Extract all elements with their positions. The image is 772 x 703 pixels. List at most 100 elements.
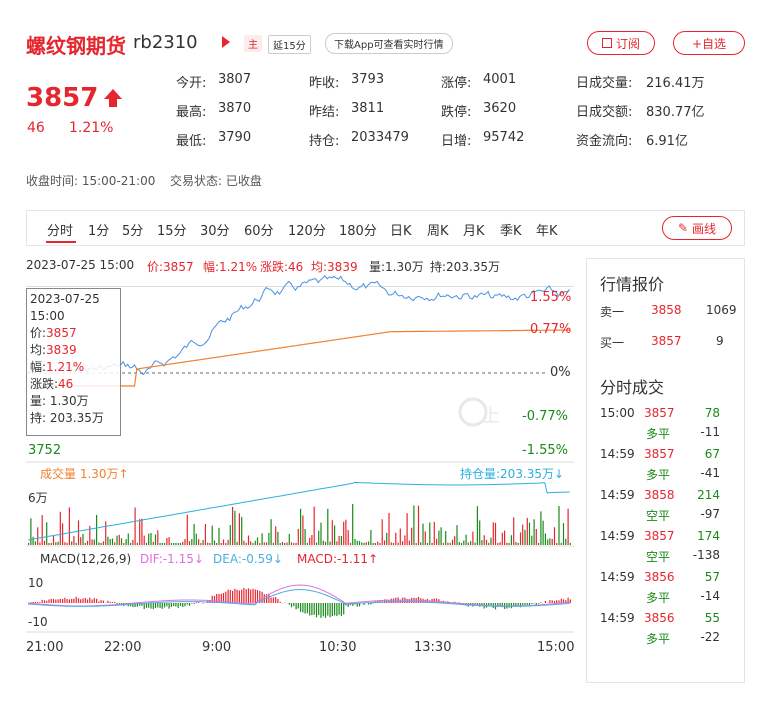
tab-120min[interactable]: 120分 xyxy=(288,224,326,239)
macd-bar xyxy=(562,599,565,603)
volume-bar xyxy=(352,504,354,545)
pct-axis-top: 1.55% xyxy=(530,290,572,305)
volume-bar xyxy=(143,535,145,545)
play-icon[interactable] xyxy=(222,36,230,48)
tab-fenshi[interactable]: 分时 xyxy=(47,224,74,239)
volume-bar xyxy=(73,536,75,545)
tab-5min[interactable]: 5分 xyxy=(122,224,144,239)
volume-bar xyxy=(114,542,116,545)
volume-bar xyxy=(472,531,474,545)
tab-30min[interactable]: 30分 xyxy=(200,224,230,239)
tab-quarterly[interactable]: 季K xyxy=(500,224,522,239)
volume-bar xyxy=(322,540,324,545)
macd-bar xyxy=(80,599,82,603)
trade-state: 交易状态: 已收盘 xyxy=(170,174,262,188)
volume-bar xyxy=(243,540,245,545)
macd-bar xyxy=(320,603,322,618)
dea-line xyxy=(27,589,570,607)
macd-bar xyxy=(553,601,556,603)
last-price: 3857 xyxy=(26,83,99,113)
volume-bar xyxy=(522,524,524,545)
volume-bar xyxy=(236,541,238,545)
macd-axis-hi: 10 xyxy=(28,576,44,590)
volume-bar xyxy=(408,540,410,545)
trade-volume: 78 xyxy=(704,406,720,420)
trade-time: 14:59 xyxy=(600,611,635,625)
macd-bar xyxy=(57,599,59,603)
tab-yearly[interactable]: 年K xyxy=(536,224,558,239)
macd-bar xyxy=(141,603,143,606)
macd-bar xyxy=(177,603,179,608)
subscribe-icon xyxy=(601,38,612,48)
volume-bar xyxy=(306,542,308,545)
volume-bar xyxy=(388,512,390,545)
add-favorite-button[interactable]: +自选 xyxy=(673,31,745,55)
volume-label: 日成交量: xyxy=(576,76,633,91)
macd-bar xyxy=(245,589,247,603)
trade-oi-change: -11 xyxy=(700,425,720,439)
tab-1min[interactable]: 1分 xyxy=(88,224,110,239)
subscribe-button[interactable]: 订阅 xyxy=(587,31,655,55)
volume-bar xyxy=(463,540,465,545)
volume-bar xyxy=(361,542,363,545)
volume-bar xyxy=(270,519,272,545)
macd-bar xyxy=(218,593,220,603)
volume-bar xyxy=(284,543,286,545)
volume-bar xyxy=(127,533,129,545)
volume-bar xyxy=(125,539,127,545)
volume-bar xyxy=(542,520,544,545)
volume-bar xyxy=(39,542,41,545)
macd-bar xyxy=(306,603,308,614)
volume-bar xyxy=(526,517,528,545)
tooltip-pct-row: 幅:1.21% xyxy=(30,359,117,376)
volume-bar xyxy=(368,541,370,545)
volume-bar xyxy=(89,525,91,545)
macd-bar xyxy=(170,603,172,607)
x-tick-1500: 15:00 xyxy=(537,640,575,655)
macd-bar xyxy=(222,593,225,603)
draw-line-button[interactable]: ✎ 画线 xyxy=(662,216,732,240)
macd-bar xyxy=(166,603,168,607)
trade-volume: 55 xyxy=(704,611,720,625)
volume-bar xyxy=(225,543,227,545)
macd-bar xyxy=(558,600,560,603)
macd-bar xyxy=(454,601,456,603)
trade-volume: 214 xyxy=(697,488,720,502)
volume-bar xyxy=(363,542,365,545)
volume-bar xyxy=(422,523,424,545)
macd-bar xyxy=(71,598,73,603)
tab-weekly[interactable]: 周K xyxy=(427,224,449,239)
x-tick-0900: 9:00 xyxy=(202,640,232,655)
tab-180min[interactable]: 180分 xyxy=(339,224,377,239)
volume-bar xyxy=(356,540,358,545)
volume-bar xyxy=(517,542,519,545)
download-app-button[interactable]: 下载App可查看实时行情 xyxy=(325,33,453,54)
macd-bar xyxy=(229,590,231,603)
macd-bar xyxy=(531,603,533,604)
tab-60min[interactable]: 60分 xyxy=(244,224,274,239)
pct-axis-mid: 0.77% xyxy=(530,322,572,337)
macd-bar xyxy=(186,603,188,605)
prev-close-value: 3793 xyxy=(351,72,385,87)
macd-bar xyxy=(272,597,274,603)
volume-bar xyxy=(84,543,86,545)
pct-axis-neg1: -0.77% xyxy=(522,409,568,424)
macd-bar xyxy=(259,590,261,603)
tab-daily[interactable]: 日K xyxy=(390,224,412,239)
volume-bar xyxy=(309,537,311,545)
prev-settle-label: 昨结: xyxy=(309,105,340,120)
tab-15min[interactable]: 15分 xyxy=(157,224,187,239)
tab-monthly[interactable]: 月K xyxy=(463,224,485,239)
volume-bar xyxy=(28,542,30,545)
pct-axis-zero: 0% xyxy=(550,365,571,380)
trade-volume: 67 xyxy=(704,447,720,461)
volume-bar xyxy=(519,532,522,545)
macd-bar xyxy=(315,603,318,618)
macd-bar xyxy=(295,603,297,610)
macd-bar xyxy=(343,603,345,615)
macd-bar xyxy=(86,599,89,603)
limit-down-label: 跌停: xyxy=(441,105,472,120)
macd-bar xyxy=(406,599,408,603)
macd-bar xyxy=(519,603,522,608)
macd-bar xyxy=(37,602,39,603)
